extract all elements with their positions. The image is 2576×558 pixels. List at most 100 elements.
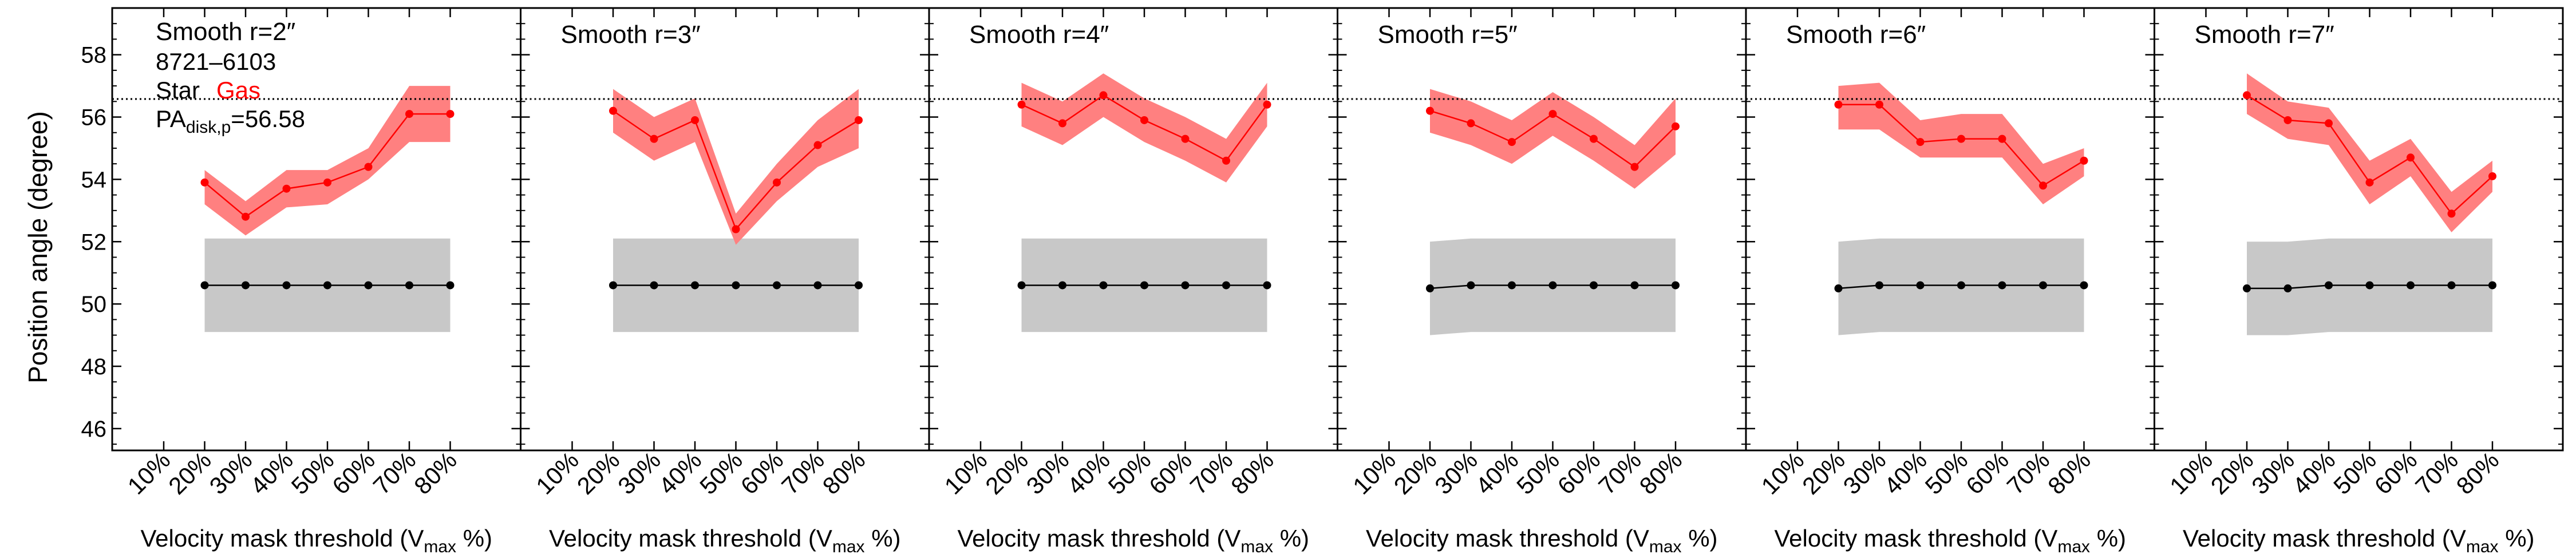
legend-star-label: Star — [156, 77, 200, 104]
x-tick-label: 10% — [1756, 446, 1809, 500]
x-axis-label-prefix: Velocity mask threshold (V — [2183, 525, 2466, 552]
gas-point — [1467, 119, 1475, 128]
panel-5: 10%20%30%40%50%60%70%80% Smooth r=6″ Veloc… — [1745, 7, 2155, 556]
gas-point — [1058, 119, 1066, 128]
x-tick-label: 60% — [736, 446, 789, 500]
gas-point — [1957, 134, 1965, 143]
panel-frame — [1337, 7, 1747, 452]
x-axis-label-subscript: max — [832, 537, 865, 556]
legend-pa-prefix: PA — [156, 105, 186, 132]
x-tick-label: 20% — [163, 446, 216, 500]
panel-4: 10%20%30%40%50%60%70%80% Smooth r=5″ Veloc… — [1337, 7, 1747, 556]
x-tick-label: 30% — [1429, 446, 1483, 500]
gas-point — [732, 225, 740, 234]
star-point — [1058, 281, 1066, 290]
x-tick-label: 70% — [2002, 446, 2055, 500]
x-axis-label-prefix: Velocity mask threshold (V — [957, 525, 1240, 552]
star-point — [1263, 281, 1271, 290]
x-axis-label: Velocity mask threshold (Vmax %) — [957, 525, 1309, 556]
gas-point — [1916, 138, 1925, 147]
star-point — [1672, 281, 1680, 290]
panel-frame — [520, 7, 930, 452]
star-point — [2488, 281, 2496, 290]
x-tick-label: 10% — [1348, 446, 1401, 500]
gas-point — [1834, 100, 1843, 109]
y-tick-label: 54 — [81, 167, 107, 192]
x-tick-label: 40% — [2287, 446, 2341, 500]
panel-frame — [2154, 7, 2564, 452]
x-tick-label: 70% — [1185, 446, 1238, 500]
x-tick-label: 40% — [1879, 446, 1932, 500]
x-axis-label-subscript: max — [2466, 537, 2499, 556]
star-point — [282, 281, 291, 290]
legend-pa-value: =56.58 — [231, 105, 305, 132]
legend-gas-label: Gas — [216, 77, 260, 104]
gas-point — [1017, 100, 1026, 109]
gas-band — [1430, 89, 1676, 189]
x-axis-label-suffix: %) — [1682, 525, 1718, 552]
x-tick-label: 60% — [327, 446, 380, 500]
y-tick-label: 56 — [81, 105, 107, 130]
x-axis-label: Velocity mask threshold (Vmax %) — [140, 525, 492, 556]
x-tick-label: 50% — [1511, 446, 1564, 500]
star-point — [1181, 281, 1190, 290]
y-axis-label: Position angle (degree) — [23, 111, 53, 383]
gas-band — [613, 89, 859, 245]
gas-band — [1838, 82, 2084, 204]
x-tick-label: 60% — [1144, 446, 1197, 500]
x-tick-label: 30% — [1838, 446, 1891, 500]
x-axis-label-suffix: %) — [1273, 525, 1309, 552]
x-axis-label-suffix: %) — [865, 525, 901, 552]
y-tick-label: 46 — [81, 417, 107, 442]
star-point — [446, 281, 455, 290]
panel-3: 10%20%30%40%50%60%70%80% Smooth r=4″ Veloc… — [928, 7, 1338, 556]
star-point — [1590, 281, 1598, 290]
x-tick-label: 30% — [613, 446, 666, 500]
legend: 8721–6103 Star Gas PAdisk,p=56.58 — [156, 48, 305, 137]
x-axis-label-suffix: %) — [2090, 525, 2126, 552]
gas-point — [323, 178, 331, 187]
x-tick-label: 50% — [1103, 446, 1156, 500]
x-tick-label: 60% — [1552, 446, 1606, 500]
star-point — [405, 281, 413, 290]
x-tick-label: 10% — [531, 446, 584, 500]
star-point — [1630, 281, 1639, 290]
gas-point — [405, 110, 413, 118]
gas-point — [2283, 116, 2292, 124]
gas-point — [2039, 181, 2047, 190]
gas-point — [446, 110, 455, 118]
gas-band — [1021, 73, 1267, 183]
y-tick-label: 58 — [81, 43, 107, 68]
gas-point — [1875, 100, 1883, 109]
x-tick-label: 10% — [939, 446, 993, 500]
x-tick-label: 60% — [2369, 446, 2423, 500]
x-tick-label: 30% — [204, 446, 258, 500]
panel-2: 10%20%30%40%50%60%70%80% Smooth r=3″ Veloc… — [520, 7, 930, 556]
panel-title: Smooth r=5″ — [1378, 21, 1518, 49]
x-tick-label: 20% — [1389, 446, 1442, 500]
x-axis-label-prefix: Velocity mask threshold (V — [1366, 525, 1649, 552]
y-tick-label: 50 — [81, 292, 107, 317]
gas-point — [773, 178, 781, 187]
gas-point — [1590, 134, 1598, 143]
star-point — [2080, 281, 2088, 290]
panel-frame — [928, 7, 1338, 452]
star-point — [2039, 281, 2047, 290]
x-tick-label: 70% — [776, 446, 829, 500]
x-tick-label: 20% — [2206, 446, 2259, 500]
gas-point — [691, 116, 699, 124]
legend-pa-label: PAdisk,p=56.58 — [156, 105, 305, 137]
x-tick-label: 40% — [1062, 446, 1115, 500]
x-axis-label-prefix: Velocity mask threshold (V — [1774, 525, 2057, 552]
x-tick-label: 70% — [1593, 446, 1646, 500]
x-tick-label: 50% — [286, 446, 339, 500]
gas-band — [2247, 73, 2492, 232]
gas-point — [1181, 134, 1190, 143]
star-point — [855, 281, 863, 290]
star-point — [650, 281, 658, 290]
star-point — [1140, 281, 1148, 290]
legend-id-text: 8721–6103 — [156, 48, 276, 75]
gas-point — [1140, 116, 1148, 124]
gas-point — [1672, 122, 1680, 130]
star-point — [1467, 281, 1475, 290]
